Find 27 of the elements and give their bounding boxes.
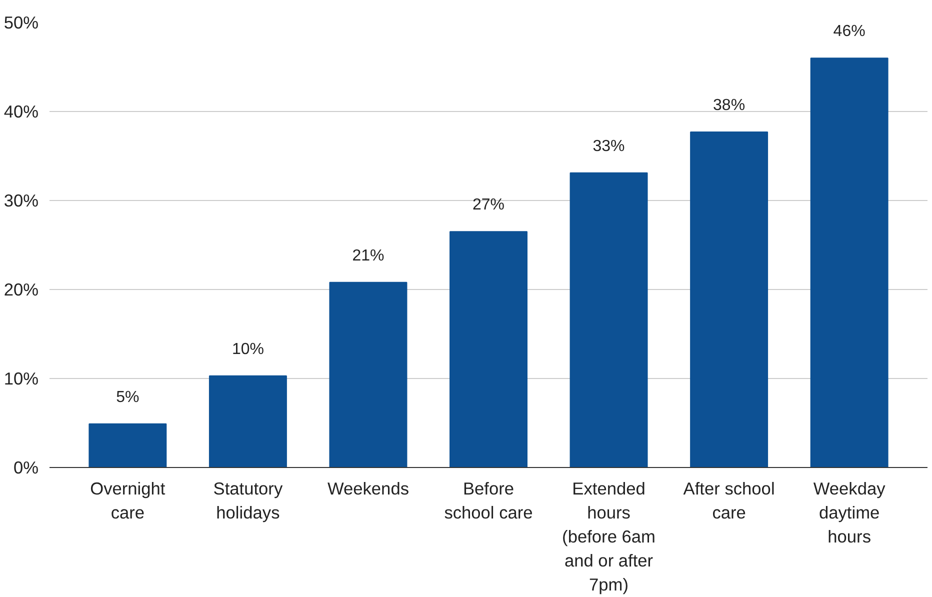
y-tick-label: 10% [4, 368, 39, 388]
bar [88, 423, 167, 468]
x-tick-label: Overnight care [90, 478, 166, 522]
x-tick-label: Extended hours (before 6am and or after 7pm) [562, 478, 656, 594]
data-label: 27% [472, 196, 505, 214]
x-tick-label: Before school care [444, 478, 533, 522]
x-tick-label: After school care [683, 478, 775, 522]
data-label: 38% [713, 96, 746, 114]
y-tick-label: 40% [4, 102, 39, 122]
data-label: 46% [833, 23, 866, 40]
bar [329, 282, 408, 468]
x-tick-label: Weekends [327, 478, 410, 498]
bar [570, 172, 648, 468]
data-label: 33% [592, 138, 625, 155]
bar [810, 58, 888, 468]
x-tick-label: Statutory holidays [213, 478, 283, 522]
bar [450, 231, 528, 468]
data-label: 21% [352, 247, 384, 264]
bar [690, 131, 768, 468]
data-label: 10% [232, 340, 264, 358]
data-label: 5% [116, 388, 140, 406]
bar [208, 375, 287, 468]
y-tick-label: 30% [4, 190, 39, 210]
y-tick-label: 20% [4, 280, 39, 300]
y-tick-label: 50% [4, 12, 39, 32]
y-tick-label: 0% [13, 458, 38, 478]
x-tick-label: Weekday daytime hours [813, 478, 886, 546]
